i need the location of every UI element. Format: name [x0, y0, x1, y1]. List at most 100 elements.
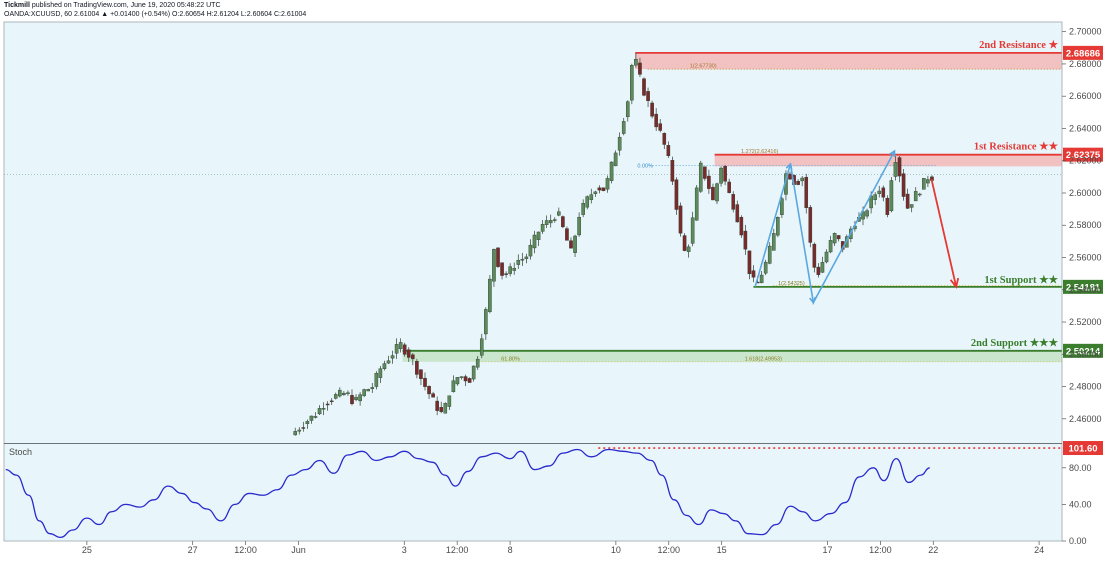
- stoch-label: Stoch: [9, 447, 32, 457]
- candle: [597, 187, 602, 191]
- candle: [767, 245, 772, 264]
- candle: [690, 217, 695, 244]
- candle: [370, 387, 375, 389]
- forecast-arrow: [930, 179, 958, 288]
- candle: [816, 266, 821, 275]
- candle: [297, 429, 302, 432]
- resistance-2-price-badge: 2.68686: [1066, 48, 1100, 59]
- candle: [901, 173, 906, 197]
- candle: [666, 145, 671, 157]
- y-tick-label: 2.60000: [1069, 188, 1102, 198]
- x-tick-label: 25: [82, 545, 92, 555]
- candle: [544, 220, 549, 225]
- candle: [536, 231, 541, 240]
- candle: [415, 360, 419, 375]
- candle: [475, 358, 480, 368]
- candle: [309, 415, 314, 421]
- candle: [423, 377, 427, 387]
- candle: [406, 349, 411, 358]
- y-tick-label: 2.70000: [1069, 27, 1102, 37]
- price-pane[interactable]: [4, 22, 1062, 443]
- x-tick-label: 15: [717, 545, 727, 555]
- stochastic-pane[interactable]: [4, 444, 1062, 541]
- candle: [508, 266, 512, 274]
- candle: [552, 219, 557, 221]
- x-tick-label: 12:00: [446, 545, 469, 555]
- candle: [731, 194, 736, 210]
- stoch-y-tick-label: 80.00: [1069, 463, 1092, 473]
- candle: [824, 251, 829, 263]
- candle: [443, 403, 448, 414]
- candle: [617, 136, 622, 151]
- candle: [605, 178, 610, 190]
- candle: [674, 179, 679, 210]
- candle: [865, 210, 869, 217]
- candle: [836, 235, 841, 240]
- y-tick-label: 2.64000: [1069, 123, 1102, 133]
- resistance-2-fib-label: 1(2.67730): [690, 64, 717, 70]
- candle: [759, 274, 764, 284]
- candle: [479, 338, 484, 356]
- candle: [893, 162, 898, 177]
- support-2-fib-left-label: 61.80%: [501, 356, 520, 362]
- candle: [727, 181, 731, 193]
- publisher-name: Tickmill: [4, 2, 30, 9]
- y-tick-label: 2.46000: [1069, 414, 1102, 424]
- candle: [739, 216, 744, 236]
- resistance-1-fib-label: 1.272(2.62416): [741, 149, 778, 155]
- candle: [922, 178, 926, 190]
- candle: [439, 407, 444, 412]
- candle: [427, 386, 431, 395]
- candle: [382, 363, 387, 369]
- candle: [398, 342, 403, 350]
- candle: [528, 244, 533, 257]
- candle: [678, 205, 683, 234]
- support-1-badge-bg: [1063, 279, 1103, 294]
- y-tick-label: 2.50000: [1069, 349, 1102, 359]
- candle: [771, 233, 776, 251]
- candles-layer: [293, 53, 960, 436]
- resistance-1-zone: [714, 154, 1062, 167]
- candle: [317, 408, 322, 415]
- candle: [861, 211, 865, 220]
- candle: [492, 248, 496, 282]
- candle: [926, 179, 930, 184]
- candle: [885, 197, 890, 215]
- x-tick-label: 17: [822, 545, 832, 555]
- candle: [913, 191, 918, 202]
- x-tick-label: 3: [402, 545, 407, 555]
- resistance-2-zone: [635, 52, 1062, 70]
- candle: [313, 416, 318, 418]
- candle: [711, 186, 715, 201]
- candle: [694, 187, 699, 221]
- candle: [630, 64, 634, 101]
- stoch-y-tick-label: 40.00: [1069, 499, 1092, 509]
- candle: [500, 262, 504, 276]
- projection-path: [754, 150, 896, 306]
- candle: [723, 166, 727, 182]
- candle: [431, 393, 435, 398]
- symbol-ohlc-line: OANDA:XCUUSD, 60 2.61004 ▲ +0.01400 (+0.…: [4, 11, 307, 18]
- candle: [917, 193, 922, 196]
- y-tick-label: 2.48000: [1069, 382, 1102, 392]
- candle: [743, 230, 748, 250]
- candle: [394, 344, 399, 354]
- candle: [654, 113, 658, 128]
- candle: [459, 376, 464, 378]
- candle: [447, 395, 452, 407]
- candle: [342, 392, 346, 396]
- candle: [804, 176, 809, 208]
- candle: [581, 203, 585, 215]
- candle: [800, 177, 804, 182]
- candle: [350, 395, 354, 405]
- candle: [662, 133, 667, 145]
- candle: [909, 204, 914, 208]
- candle: [613, 152, 618, 167]
- fib-100-label: 0.00%: [637, 164, 653, 170]
- projection-arrowhead: [889, 149, 896, 158]
- candle: [321, 408, 326, 410]
- candle: [897, 157, 902, 177]
- candle: [650, 102, 654, 117]
- chart-frame: [3, 21, 1063, 542]
